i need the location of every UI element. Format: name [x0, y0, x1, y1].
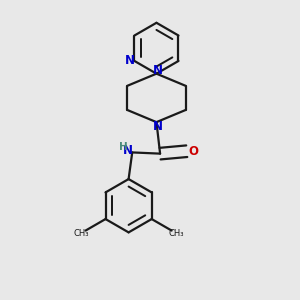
- Text: CH₃: CH₃: [74, 229, 89, 238]
- Text: N: N: [124, 55, 135, 68]
- Text: N: N: [123, 144, 134, 157]
- Text: N: N: [153, 64, 163, 77]
- Text: H: H: [119, 142, 128, 152]
- Text: N: N: [153, 120, 163, 133]
- Text: O: O: [188, 145, 198, 158]
- Text: CH₃: CH₃: [168, 229, 184, 238]
